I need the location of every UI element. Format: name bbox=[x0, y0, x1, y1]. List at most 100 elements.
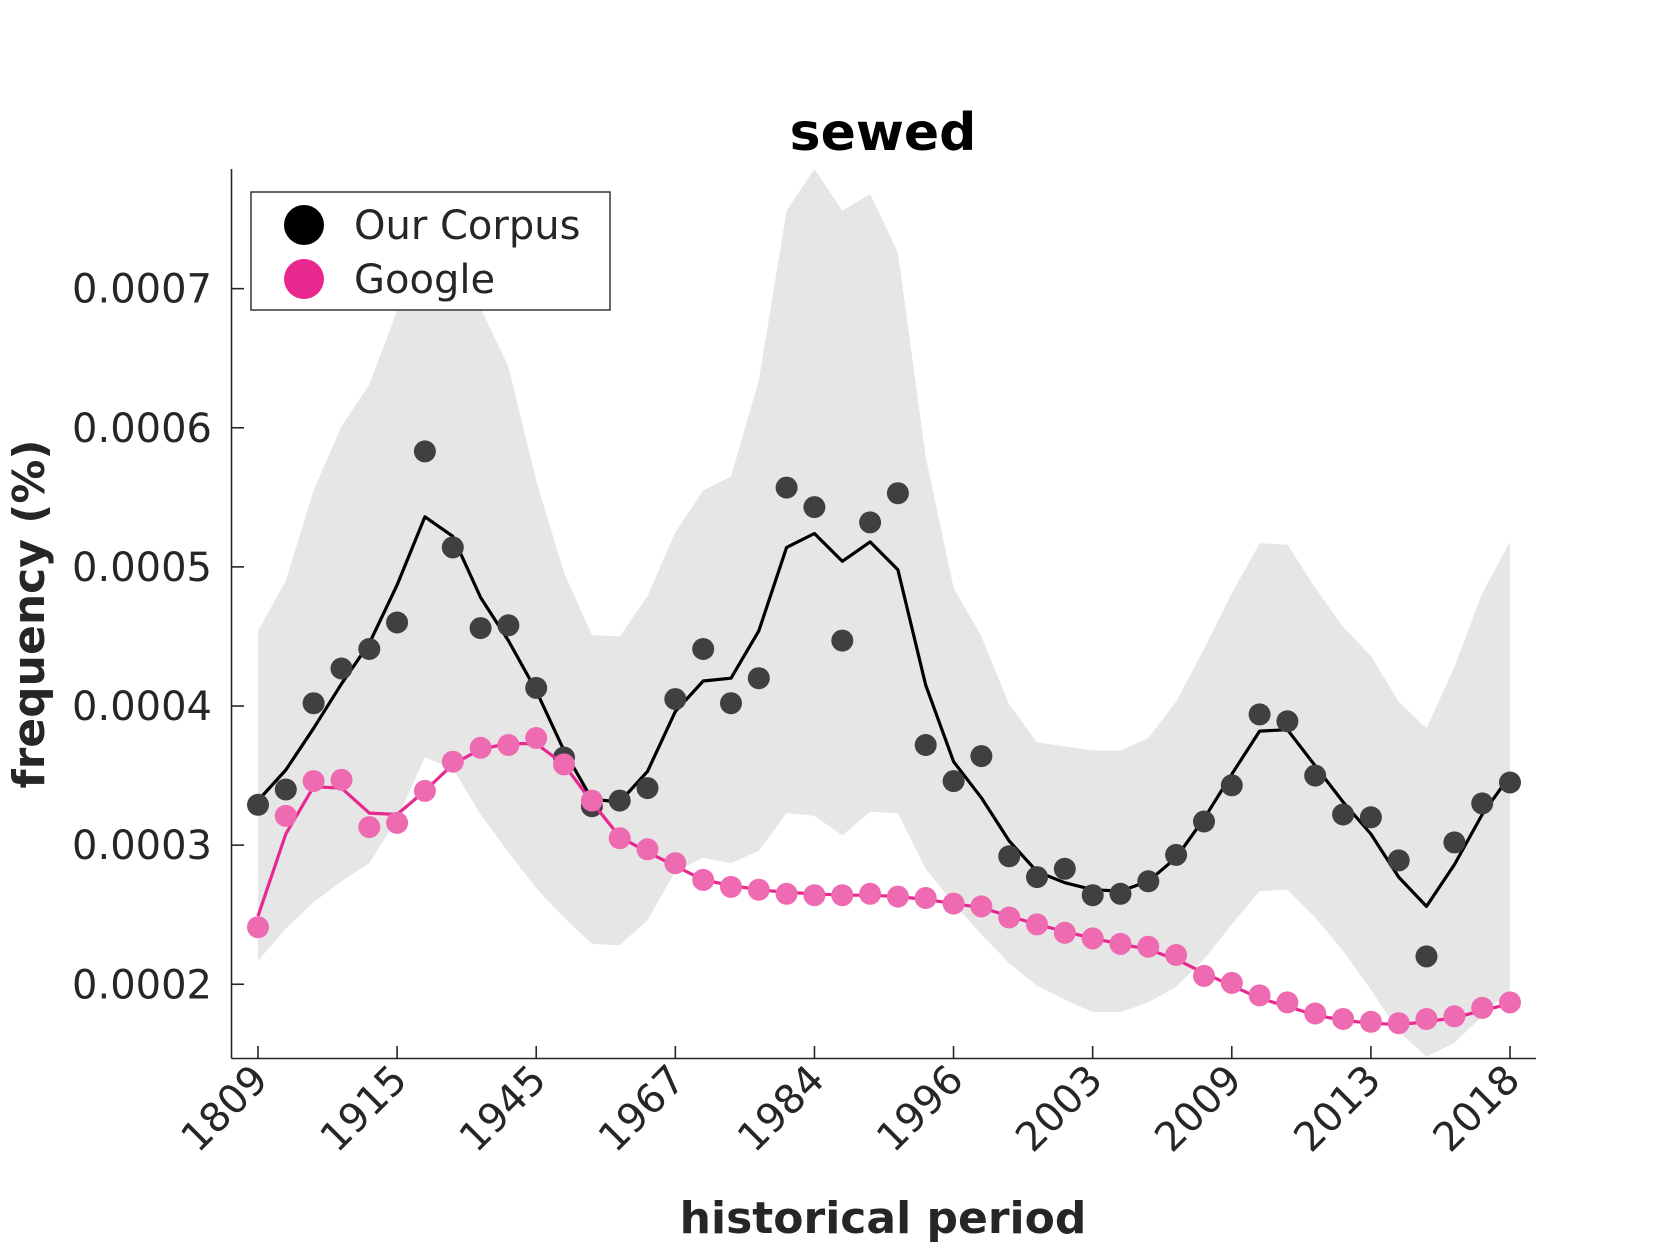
our-corpus-point bbox=[942, 770, 965, 793]
google-point bbox=[831, 884, 854, 907]
our-corpus-point bbox=[775, 476, 798, 499]
our-corpus-point bbox=[1109, 882, 1132, 905]
google-point bbox=[1053, 921, 1076, 944]
our-corpus-point bbox=[720, 692, 742, 715]
our-corpus-point bbox=[497, 614, 520, 637]
google-point bbox=[1248, 984, 1271, 1007]
google-point bbox=[358, 816, 381, 839]
google-point bbox=[525, 727, 548, 749]
chart-title: sewed bbox=[790, 103, 977, 163]
legend-label-google: Google bbox=[354, 257, 495, 303]
google-point bbox=[1415, 1008, 1438, 1030]
legend-marker-google bbox=[284, 259, 324, 299]
our-corpus-point bbox=[274, 778, 297, 801]
google-point bbox=[247, 916, 269, 939]
our-corpus-point bbox=[1193, 810, 1215, 833]
our-corpus-point bbox=[1081, 884, 1104, 907]
our-corpus-series bbox=[247, 440, 1521, 968]
our-corpus-point bbox=[469, 617, 492, 640]
y-tick-label: 0.0006 bbox=[72, 406, 212, 452]
google-point bbox=[720, 875, 742, 898]
google-point bbox=[1499, 991, 1521, 1014]
google-point bbox=[775, 882, 798, 905]
legend-marker-our-corpus bbox=[284, 205, 324, 245]
google-point bbox=[302, 770, 325, 793]
our-corpus-point bbox=[1332, 803, 1355, 826]
our-corpus-point bbox=[636, 777, 659, 800]
google-point bbox=[970, 895, 993, 918]
y-tick-label: 0.0004 bbox=[72, 684, 212, 730]
google-point bbox=[1471, 996, 1494, 1019]
our-corpus-point bbox=[1359, 806, 1382, 829]
google-point bbox=[636, 838, 659, 861]
our-corpus-point bbox=[1276, 710, 1299, 733]
our-corpus-point bbox=[831, 629, 854, 652]
google-point bbox=[1220, 971, 1243, 994]
our-corpus-point bbox=[1499, 771, 1521, 794]
google-point bbox=[274, 804, 297, 827]
our-corpus-point bbox=[525, 676, 548, 699]
google-series bbox=[247, 727, 1521, 1035]
google-point bbox=[608, 827, 631, 850]
google-point bbox=[998, 906, 1021, 929]
y-tick-label: 0.0005 bbox=[72, 545, 212, 591]
google-point bbox=[692, 868, 715, 891]
our-corpus-point bbox=[1387, 849, 1410, 872]
google-point bbox=[1443, 1005, 1466, 1028]
google-point bbox=[1359, 1010, 1382, 1033]
google-point bbox=[1081, 927, 1104, 950]
google-point bbox=[1193, 964, 1215, 987]
x-axis-label: historical period bbox=[680, 1193, 1087, 1244]
google-point bbox=[553, 753, 575, 776]
our-corpus-point bbox=[998, 845, 1021, 868]
y-ticks: 0.0002 0.0003 0.0004 0.0005 0.0006 0.0007 bbox=[72, 267, 244, 1008]
legend-label-our-corpus: Our Corpus bbox=[354, 203, 580, 249]
our-corpus-point bbox=[330, 657, 353, 680]
our-corpus-point bbox=[1471, 792, 1494, 815]
y-axis-label: frequency (%) bbox=[4, 439, 55, 788]
our-corpus-point bbox=[386, 611, 409, 634]
google-point bbox=[580, 789, 603, 812]
our-corpus-point bbox=[608, 789, 631, 812]
google-point bbox=[330, 768, 353, 791]
our-corpus-point bbox=[914, 734, 937, 756]
our-corpus-point bbox=[1248, 703, 1271, 726]
our-corpus-point bbox=[302, 692, 325, 715]
our-corpus-point bbox=[1220, 774, 1243, 797]
google-point bbox=[1276, 991, 1299, 1014]
google-point bbox=[942, 892, 965, 915]
google-point bbox=[664, 852, 687, 875]
y-tick-label: 0.0007 bbox=[72, 267, 212, 313]
google-point bbox=[747, 878, 770, 901]
google-point bbox=[803, 884, 826, 907]
our-corpus-point bbox=[1053, 857, 1076, 880]
our-corpus-point bbox=[1443, 831, 1466, 854]
our-corpus-point bbox=[664, 688, 687, 711]
google-point bbox=[1109, 932, 1132, 955]
google-point bbox=[1137, 935, 1160, 958]
our-corpus-point bbox=[1026, 866, 1048, 889]
confidence-band bbox=[258, 169, 1510, 1057]
our-corpus-trend-line bbox=[256, 515, 1512, 909]
google-point bbox=[1387, 1012, 1410, 1035]
our-corpus-point bbox=[886, 482, 909, 505]
our-corpus-point bbox=[1165, 843, 1188, 866]
our-corpus-point bbox=[803, 496, 826, 519]
google-point bbox=[1304, 1002, 1327, 1025]
y-tick-label: 0.0002 bbox=[72, 962, 212, 1008]
google-trend-line bbox=[256, 741, 1511, 1027]
google-point bbox=[859, 882, 882, 905]
our-corpus-point bbox=[1304, 764, 1327, 787]
our-corpus-point bbox=[1137, 870, 1160, 893]
our-corpus-point bbox=[441, 536, 464, 559]
our-corpus-point bbox=[358, 638, 381, 660]
google-point bbox=[1165, 944, 1188, 966]
our-corpus-point bbox=[1415, 945, 1438, 968]
plot-area bbox=[247, 169, 1521, 1057]
google-point bbox=[413, 779, 436, 802]
our-corpus-point bbox=[692, 638, 715, 660]
google-point bbox=[497, 734, 520, 756]
our-corpus-point bbox=[413, 440, 436, 463]
google-point bbox=[469, 736, 492, 759]
